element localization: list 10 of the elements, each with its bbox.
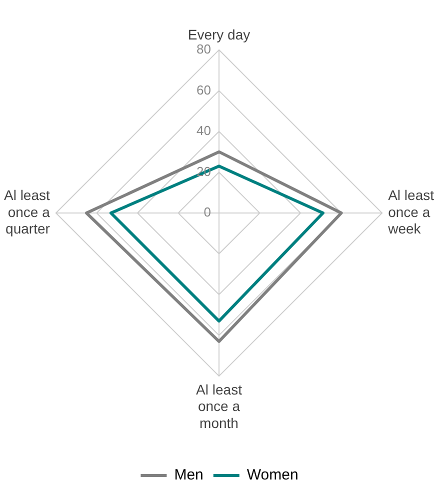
spoke-label: Al least once a month (196, 381, 242, 431)
y-tick-label: 40 (196, 123, 211, 138)
spoke-label: Al least once a quarter (4, 187, 50, 237)
y-tick-label: 0 (204, 204, 211, 220)
y-tick-label: 80 (196, 41, 211, 56)
spoke-label: Al least once a week (387, 187, 434, 237)
spoke-label: Every day (188, 26, 250, 42)
y-tick-label: 60 (196, 82, 211, 98)
legend-label: Women (246, 466, 298, 484)
legend-label: Men (174, 466, 204, 484)
